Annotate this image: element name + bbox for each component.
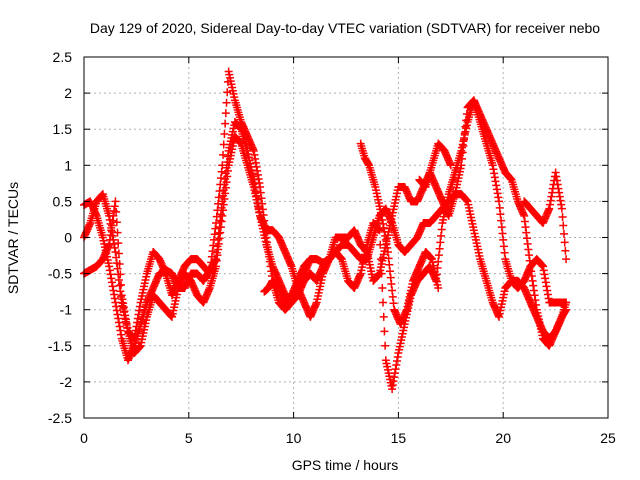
data-point [375, 226, 384, 235]
data-point [115, 259, 124, 268]
series-track-4 [260, 255, 315, 307]
data-series [80, 67, 571, 394]
data-point [562, 298, 571, 307]
x-tick-label: 5 [185, 430, 193, 446]
data-point [113, 228, 122, 237]
data-point [221, 109, 230, 118]
data-point [379, 312, 388, 321]
data-point [434, 284, 443, 293]
data-point [560, 238, 569, 247]
y-axis-label: SDTVAR / TECUs [5, 182, 21, 294]
x-axis-label: GPS time / hours [292, 457, 399, 473]
y-tick-label: 1 [64, 157, 72, 173]
y-tick-label: 2.5 [53, 49, 73, 65]
y-tick-label: 0 [64, 230, 72, 246]
series-track-2 [80, 67, 571, 394]
data-point [562, 255, 571, 264]
y-tick-label: -1 [60, 302, 73, 318]
data-point [558, 213, 567, 222]
axis-ticks: 0 5 10 15 20 25 -2.5 -2 -1.5 -1 -0.5 0 0.5 1 1.5 2 2.5 [48, 49, 616, 446]
data-point [559, 229, 568, 238]
data-point [559, 221, 568, 230]
data-point [223, 88, 232, 97]
data-point [219, 140, 228, 149]
data-point [381, 341, 390, 350]
x-tick-label: 15 [391, 430, 407, 446]
y-tick-label: 2 [64, 85, 72, 101]
series-track-7 [520, 168, 571, 264]
data-point [561, 246, 570, 255]
x-tick-label: 0 [80, 430, 88, 446]
data-point [380, 327, 389, 336]
series-track-3 [80, 96, 571, 358]
y-tick-label: -2 [60, 374, 73, 390]
data-point [114, 239, 123, 248]
data-point [112, 218, 121, 227]
data-point [446, 161, 455, 170]
data-point [379, 298, 388, 307]
data-point [557, 204, 566, 213]
y-tick-label: -1.5 [48, 338, 72, 354]
y-tick-label: 1.5 [53, 121, 73, 137]
data-point [222, 98, 231, 107]
data-point [220, 130, 229, 139]
data-point [111, 197, 120, 206]
data-point [114, 249, 123, 258]
data-point [378, 284, 387, 293]
y-tick-label: -0.5 [48, 266, 72, 282]
y-tick-label: -2.5 [48, 410, 72, 426]
chart-title: Day 129 of 2020, Sidereal Day-to-day VTE… [90, 20, 600, 36]
data-point [112, 207, 121, 216]
data-point [219, 150, 228, 159]
series-track-6 [415, 139, 455, 191]
data-point [117, 280, 126, 289]
y-tick-label: 0.5 [53, 193, 73, 209]
series-track-5 [356, 139, 443, 329]
data-point [116, 270, 125, 279]
x-tick-label: 20 [495, 430, 511, 446]
data-point [221, 119, 230, 128]
x-tick-label: 25 [600, 430, 616, 446]
data-point [306, 255, 315, 264]
x-tick-label: 10 [286, 430, 302, 446]
